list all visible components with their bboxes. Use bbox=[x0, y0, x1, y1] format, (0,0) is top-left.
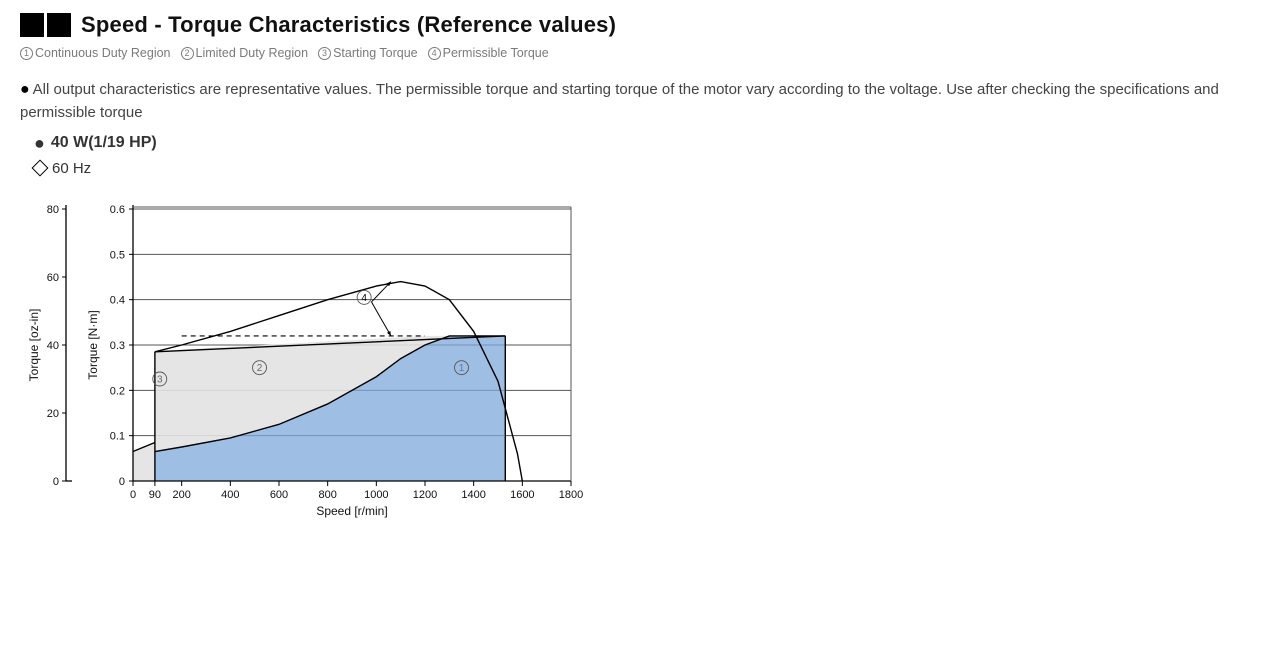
circled-2-icon: 2 bbox=[181, 47, 194, 60]
legend-label: Limited Duty Region bbox=[196, 46, 309, 60]
frequency-label: 60 Hz bbox=[52, 160, 91, 177]
svg-text:3: 3 bbox=[157, 374, 163, 385]
svg-text:Speed [r/min]: Speed [r/min] bbox=[316, 504, 387, 518]
svg-text:1600: 1600 bbox=[510, 489, 534, 501]
chart-svg: 123409020040060080010001200140016001800S… bbox=[26, 191, 591, 521]
circled-3-icon: 3 bbox=[318, 47, 331, 60]
svg-text:80: 80 bbox=[47, 204, 59, 216]
power-rating: ● 40 W(1/19 HP) bbox=[34, 133, 1260, 154]
legend-item-3: 3Starting Torque bbox=[318, 46, 418, 60]
page-title: Speed - Torque Characteristics (Referenc… bbox=[81, 12, 616, 38]
note-text: ●All output characteristics are represen… bbox=[20, 78, 1260, 125]
square-icon bbox=[20, 13, 44, 37]
svg-text:40: 40 bbox=[47, 340, 59, 352]
svg-text:1000: 1000 bbox=[364, 489, 388, 501]
legend-item-1: 1Continuous Duty Region bbox=[20, 46, 171, 60]
svg-text:Torque [N·m]: Torque [N·m] bbox=[86, 310, 100, 379]
svg-text:0.4: 0.4 bbox=[110, 294, 125, 306]
title-row: Speed - Torque Characteristics (Referenc… bbox=[20, 12, 1260, 38]
svg-text:1: 1 bbox=[459, 363, 465, 374]
bullet-circle-icon: ● bbox=[34, 133, 45, 154]
svg-text:1200: 1200 bbox=[413, 489, 437, 501]
legend-item-2: 2Limited Duty Region bbox=[181, 46, 309, 60]
legend-label: Continuous Duty Region bbox=[35, 46, 171, 60]
legend-label: Starting Torque bbox=[333, 46, 418, 60]
bullet-icon: ● bbox=[20, 81, 30, 98]
svg-text:4: 4 bbox=[361, 292, 367, 303]
frequency-row: 60 Hz bbox=[34, 160, 1260, 177]
circled-4-icon: 4 bbox=[428, 47, 441, 60]
svg-text:Torque [oz-in]: Torque [oz-in] bbox=[27, 308, 41, 381]
svg-text:0: 0 bbox=[53, 476, 59, 488]
svg-text:1800: 1800 bbox=[559, 489, 583, 501]
svg-text:200: 200 bbox=[172, 489, 190, 501]
svg-text:0.3: 0.3 bbox=[110, 340, 125, 352]
svg-text:2: 2 bbox=[257, 363, 263, 374]
note-body: All output characteristics are represent… bbox=[20, 81, 1219, 121]
circled-1-icon: 1 bbox=[20, 47, 33, 60]
svg-text:0.1: 0.1 bbox=[110, 430, 125, 442]
diamond-icon bbox=[32, 160, 49, 177]
speed-torque-chart: 123409020040060080010001200140016001800S… bbox=[26, 191, 591, 521]
svg-text:90: 90 bbox=[149, 489, 161, 501]
legend-item-4: 4Permissible Torque bbox=[428, 46, 549, 60]
svg-text:1400: 1400 bbox=[461, 489, 485, 501]
svg-text:60: 60 bbox=[47, 272, 59, 284]
title-bullet-squares bbox=[20, 13, 71, 37]
svg-text:0.5: 0.5 bbox=[110, 249, 125, 261]
svg-text:0: 0 bbox=[119, 476, 125, 488]
svg-text:20: 20 bbox=[47, 408, 59, 420]
svg-text:0.2: 0.2 bbox=[110, 385, 125, 397]
legend-label: Permissible Torque bbox=[443, 46, 549, 60]
svg-text:0: 0 bbox=[130, 489, 136, 501]
svg-text:600: 600 bbox=[270, 489, 288, 501]
svg-text:400: 400 bbox=[221, 489, 239, 501]
svg-text:0.6: 0.6 bbox=[110, 204, 125, 216]
power-label: 40 W(1/19 HP) bbox=[51, 134, 157, 152]
legend-row: 1Continuous Duty Region 2Limited Duty Re… bbox=[20, 46, 1260, 60]
square-icon bbox=[47, 13, 71, 37]
svg-text:800: 800 bbox=[318, 489, 336, 501]
